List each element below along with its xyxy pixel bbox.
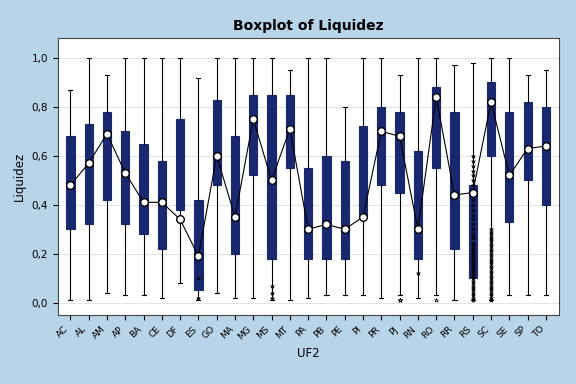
PathPatch shape (542, 107, 550, 205)
PathPatch shape (377, 107, 385, 185)
PathPatch shape (194, 200, 203, 290)
X-axis label: UF2: UF2 (297, 347, 320, 360)
PathPatch shape (249, 95, 257, 175)
PathPatch shape (450, 112, 458, 249)
PathPatch shape (304, 168, 312, 258)
PathPatch shape (359, 126, 367, 217)
PathPatch shape (213, 99, 221, 185)
PathPatch shape (487, 83, 495, 156)
PathPatch shape (414, 151, 422, 258)
PathPatch shape (286, 95, 294, 168)
PathPatch shape (396, 112, 404, 192)
PathPatch shape (139, 144, 147, 234)
Title: Boxplot of Liquidez: Boxplot of Liquidez (233, 19, 384, 33)
Y-axis label: Liquidez: Liquidez (13, 152, 26, 201)
PathPatch shape (66, 136, 74, 229)
PathPatch shape (469, 185, 477, 278)
PathPatch shape (121, 131, 130, 224)
PathPatch shape (103, 112, 111, 200)
PathPatch shape (432, 87, 440, 168)
PathPatch shape (267, 95, 276, 258)
PathPatch shape (340, 161, 349, 258)
PathPatch shape (505, 112, 513, 222)
PathPatch shape (231, 136, 239, 254)
PathPatch shape (176, 119, 184, 210)
PathPatch shape (158, 161, 166, 249)
PathPatch shape (524, 102, 532, 180)
PathPatch shape (323, 156, 331, 258)
PathPatch shape (85, 124, 93, 224)
